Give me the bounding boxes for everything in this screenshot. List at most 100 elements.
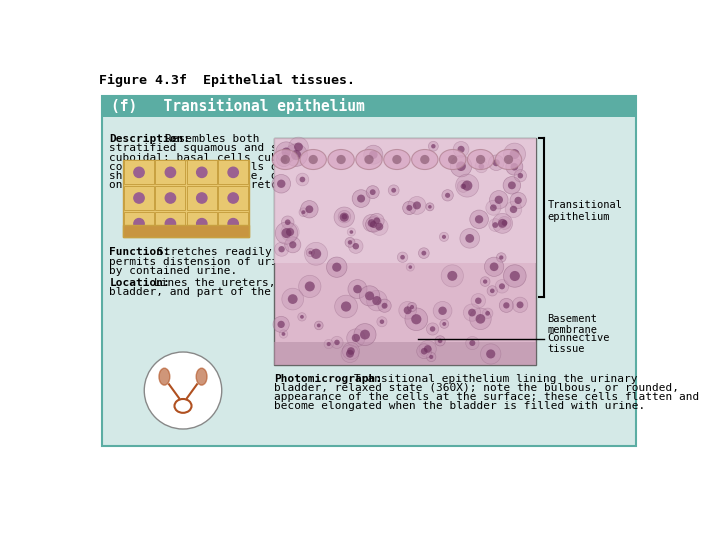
Circle shape: [279, 330, 288, 338]
Text: on degree of organ stretch.: on degree of organ stretch.: [109, 180, 292, 190]
Circle shape: [286, 228, 294, 236]
Circle shape: [317, 323, 320, 327]
Bar: [124, 212, 154, 236]
Text: (f)   Transitional epithelium: (f) Transitional epithelium: [111, 98, 364, 114]
Circle shape: [465, 234, 474, 243]
Circle shape: [456, 161, 466, 171]
Circle shape: [483, 279, 487, 284]
Text: Transitional
epithelium: Transitional epithelium: [547, 200, 622, 222]
Circle shape: [498, 217, 511, 230]
Text: cuboidal; basal cells cuboidal or: cuboidal; basal cells cuboidal or: [109, 153, 332, 163]
Circle shape: [426, 323, 438, 335]
Circle shape: [311, 248, 321, 259]
Circle shape: [424, 345, 431, 353]
Circle shape: [289, 137, 308, 157]
Bar: [123, 225, 249, 237]
Circle shape: [469, 210, 488, 228]
Circle shape: [352, 190, 370, 207]
Bar: [124, 186, 154, 210]
Circle shape: [332, 262, 341, 272]
Circle shape: [327, 257, 347, 278]
Text: Basement
membrane: Basement membrane: [547, 314, 598, 335]
Circle shape: [315, 321, 323, 330]
Circle shape: [460, 228, 480, 248]
Circle shape: [379, 320, 384, 324]
Text: permits distension of urinary organ: permits distension of urinary organ: [109, 256, 346, 267]
Circle shape: [363, 214, 380, 232]
Circle shape: [426, 352, 436, 362]
Circle shape: [476, 155, 485, 164]
Circle shape: [508, 181, 516, 189]
Circle shape: [370, 221, 377, 228]
Circle shape: [366, 186, 379, 199]
Circle shape: [392, 155, 402, 164]
Bar: [274, 138, 536, 365]
Circle shape: [388, 185, 399, 195]
Text: bladder, relaxed state (360X); note the bulbous, or rounded,: bladder, relaxed state (360X); note the …: [274, 383, 679, 393]
Text: Photomicrograph:: Photomicrograph:: [274, 374, 382, 383]
Circle shape: [272, 174, 291, 193]
Circle shape: [228, 167, 238, 178]
Text: Stretches readily and: Stretches readily and: [158, 247, 300, 257]
Circle shape: [369, 213, 384, 228]
Circle shape: [488, 155, 504, 171]
Circle shape: [289, 241, 297, 248]
Circle shape: [302, 210, 305, 214]
Bar: [218, 160, 248, 184]
Circle shape: [273, 316, 289, 333]
Circle shape: [486, 349, 495, 359]
Circle shape: [334, 340, 340, 345]
Circle shape: [445, 193, 450, 198]
Circle shape: [279, 246, 285, 252]
Circle shape: [331, 336, 343, 348]
Circle shape: [281, 155, 290, 164]
Circle shape: [464, 304, 481, 321]
Circle shape: [306, 248, 315, 256]
Circle shape: [359, 286, 379, 306]
Circle shape: [277, 180, 285, 188]
Circle shape: [502, 220, 508, 226]
Text: Transitional epithelium lining the urinary: Transitional epithelium lining the urina…: [354, 374, 638, 383]
Circle shape: [378, 299, 391, 312]
Circle shape: [408, 265, 412, 269]
Ellipse shape: [159, 368, 170, 385]
Circle shape: [433, 301, 452, 320]
Circle shape: [492, 159, 500, 166]
Circle shape: [284, 237, 301, 253]
Text: become elongated when the bladder is filled with urine.: become elongated when the bladder is fil…: [274, 401, 645, 411]
Circle shape: [516, 301, 523, 308]
Circle shape: [489, 219, 502, 232]
Circle shape: [503, 302, 510, 308]
Circle shape: [453, 141, 469, 157]
Circle shape: [492, 222, 498, 228]
Circle shape: [288, 294, 297, 304]
Circle shape: [504, 155, 513, 164]
Circle shape: [144, 352, 222, 429]
Circle shape: [457, 180, 469, 192]
Circle shape: [134, 167, 144, 178]
Circle shape: [505, 201, 522, 218]
Circle shape: [450, 156, 472, 177]
Circle shape: [294, 143, 303, 151]
Circle shape: [366, 217, 381, 232]
Circle shape: [282, 228, 292, 238]
Circle shape: [490, 288, 495, 293]
Circle shape: [469, 340, 475, 346]
Circle shape: [408, 302, 417, 312]
Circle shape: [490, 191, 508, 209]
Circle shape: [324, 340, 333, 349]
Circle shape: [134, 219, 144, 229]
Circle shape: [371, 218, 388, 235]
Circle shape: [411, 314, 421, 325]
Circle shape: [497, 253, 506, 262]
Circle shape: [370, 189, 376, 195]
Text: Function:: Function:: [109, 247, 170, 257]
Circle shape: [498, 219, 507, 228]
Circle shape: [430, 326, 436, 332]
Circle shape: [364, 155, 374, 164]
Circle shape: [338, 211, 351, 223]
Circle shape: [275, 222, 297, 244]
Circle shape: [515, 197, 522, 204]
Circle shape: [354, 323, 376, 346]
Text: Lines the ureters, urinary: Lines the ureters, urinary: [154, 278, 330, 288]
